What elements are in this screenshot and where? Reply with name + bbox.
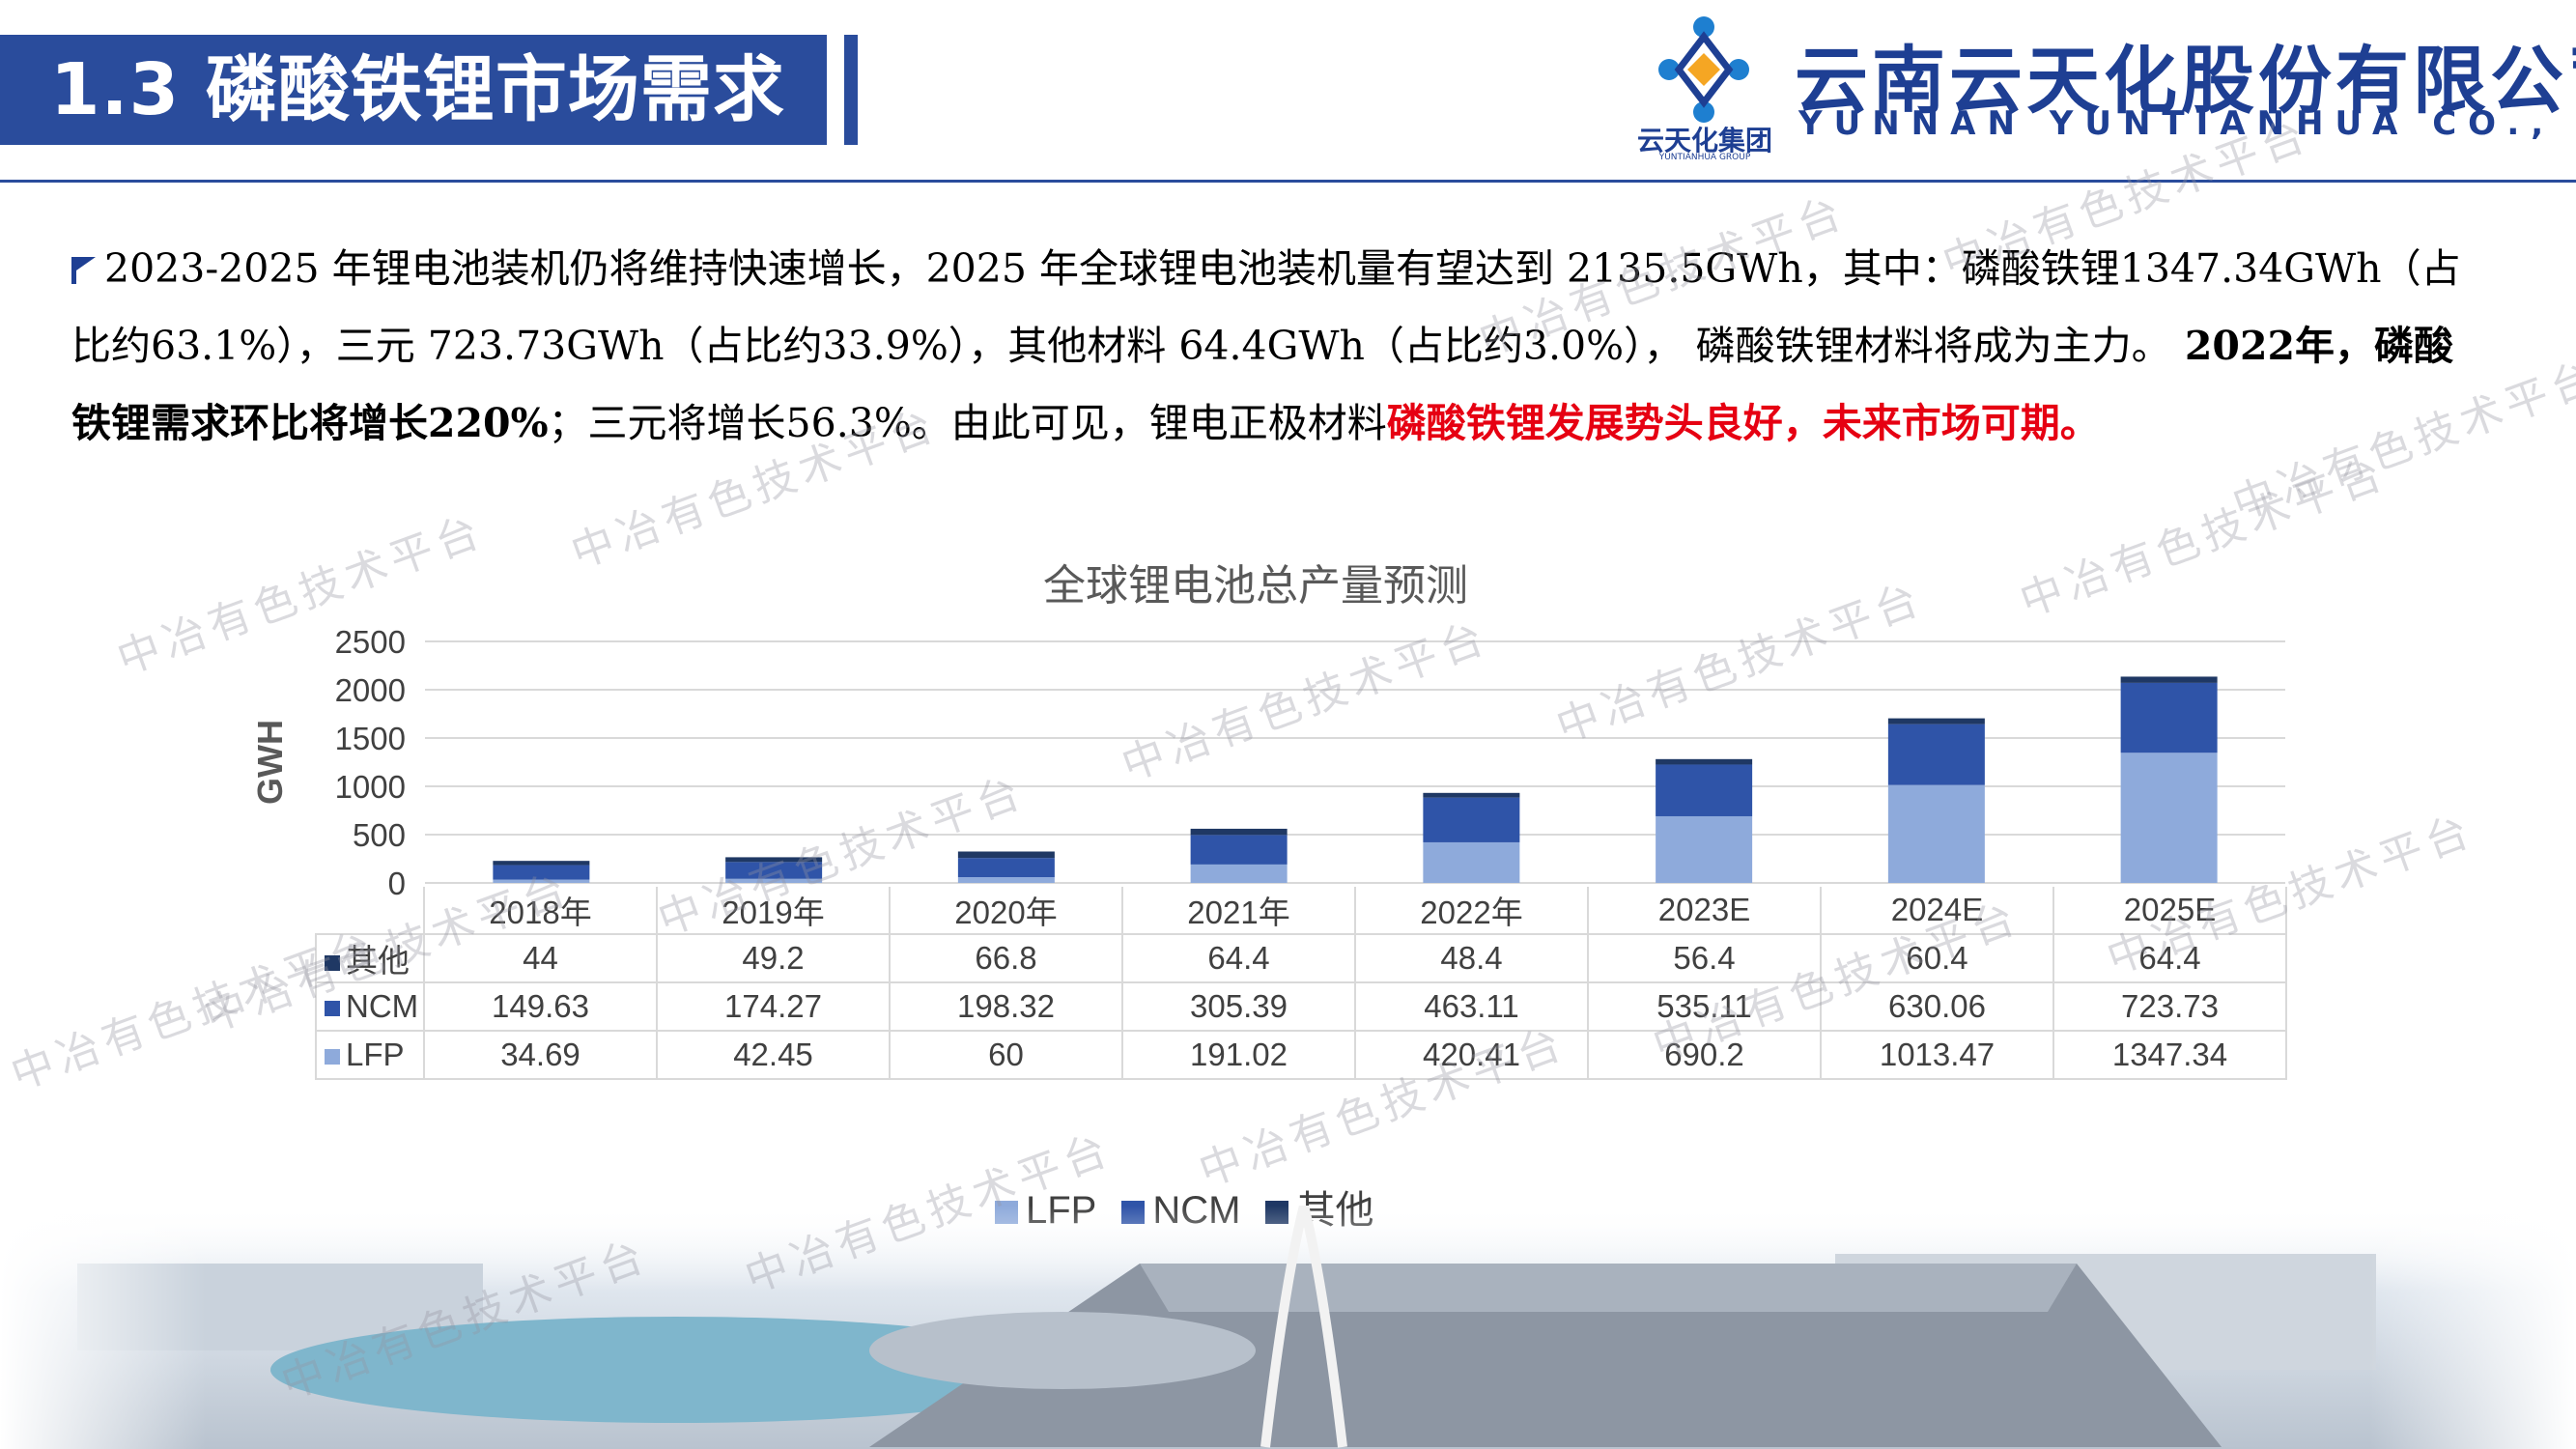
table-row: NCM 149.63 174.27 198.32 305.39 463.11 535.11 6… <box>315 981 2287 1032</box>
company-logo-icon <box>1658 16 1749 123</box>
y-tick-label: 2000 <box>335 672 406 708</box>
chart-data-table: 2018年 2019年 2020年 2021年 2022年 2023E 2024E 2025E… <box>315 887 2287 1080</box>
x-tick-label: 2023E <box>1587 887 1822 935</box>
legend-swatch-icon <box>325 955 340 972</box>
data-label: 535.11 <box>1587 981 1822 1032</box>
data-label: 48.4 <box>1354 933 1589 983</box>
y-tick-label: 1000 <box>335 769 406 805</box>
data-label: 463.11 <box>1354 981 1589 1032</box>
data-label: 305.39 <box>1121 981 1356 1032</box>
data-label: 198.32 <box>889 981 1123 1032</box>
table-row: LFP 34.69 42.45 60 191.02 420.41 690.2 1013.47 1… <box>315 1030 2287 1080</box>
data-label: 66.8 <box>889 933 1123 983</box>
data-label: 44 <box>423 933 658 983</box>
bar-lfp <box>1887 784 1985 883</box>
bar-其他 <box>493 861 590 866</box>
bar-其他 <box>957 851 1055 859</box>
series-label: NCM <box>315 981 425 1032</box>
bar-lfp <box>957 877 1055 883</box>
y-tick-label: 2500 <box>335 624 406 660</box>
series-label: 其他 <box>315 933 425 983</box>
bar-其他 <box>1190 828 1288 836</box>
company-name-en: YUNNAN YUNTIANHUA CO., LTD <box>1798 104 2576 143</box>
data-label: 49.2 <box>656 933 891 983</box>
bar-lfp <box>1190 864 1288 883</box>
data-label: 1013.47 <box>1820 1030 2054 1080</box>
y-tick-label: 0 <box>388 866 406 901</box>
series-name: LFP <box>346 1037 405 1072</box>
table-header-row: 2018年 2019年 2020年 2021年 2022年 2023E 2024E 2025E <box>316 887 2287 935</box>
bar-lfp <box>2120 753 2218 883</box>
data-label: 174.27 <box>656 981 891 1032</box>
company-name-cn: 云南云天化股份有限公司 <box>1795 38 2576 124</box>
x-tick-label: 2024E <box>1820 887 2054 935</box>
bar-ncm <box>957 858 1055 877</box>
paragraph-text: 2023-2025 年锂电池装机仍将维持快速增长，2025 年全球锂电池装机量有… <box>71 245 2461 369</box>
x-tick-label: 2025E <box>2052 887 2287 935</box>
bar-ncm <box>1423 797 1520 842</box>
data-label: 64.4 <box>2052 933 2287 983</box>
bar-其他 <box>725 857 823 863</box>
title-accent-bar <box>844 35 858 145</box>
data-label: 60.4 <box>1820 933 2054 983</box>
legend-swatch-icon <box>325 1001 340 1017</box>
bar-ncm <box>2120 682 2218 753</box>
x-tick-label: 2018年 <box>423 887 658 935</box>
chart-title: 全球锂电池总产量预测 <box>1043 561 1468 611</box>
series-name: 其他 <box>346 943 410 979</box>
bar-ncm <box>725 862 823 879</box>
data-label: 149.63 <box>423 981 658 1032</box>
y-tick-label: 500 <box>353 817 406 853</box>
legend-swatch-icon <box>325 1049 340 1065</box>
bar-其他 <box>1423 792 1520 798</box>
bar-lfp <box>1656 815 1753 883</box>
data-label: 42.45 <box>656 1030 891 1080</box>
bar-lfp <box>725 878 823 883</box>
data-label: 34.69 <box>423 1030 658 1080</box>
title-banner <box>0 35 827 145</box>
data-label: 1347.34 <box>2052 1030 2287 1080</box>
data-label: 191.02 <box>1121 1030 1356 1080</box>
logo-group-name: 云天化集团 <box>1636 125 1772 156</box>
bar-lfp <box>1423 841 1520 883</box>
data-label: 723.73 <box>2052 981 2287 1032</box>
bar-其他 <box>2120 676 2218 683</box>
y-axis-label: GWH <box>250 720 290 805</box>
bar-ncm <box>1656 764 1753 816</box>
bar-lfp <box>493 879 590 883</box>
data-label: 64.4 <box>1121 933 1356 983</box>
data-label: 420.41 <box>1354 1030 1589 1080</box>
series-label: LFP <box>315 1030 425 1080</box>
data-label: 690.2 <box>1587 1030 1822 1080</box>
bar-其他 <box>1656 758 1753 765</box>
x-tick-label: 2022年 <box>1354 887 1589 935</box>
x-tick-label: 2020年 <box>889 887 1123 935</box>
bar-ncm <box>493 865 590 880</box>
table-corner <box>316 887 424 934</box>
logo-group-name-en: YUNTIANHUA GROUP <box>1658 153 1751 162</box>
series-name: NCM <box>346 988 419 1024</box>
flag-bullet-icon <box>71 257 96 284</box>
x-tick-label: 2019年 <box>656 887 891 935</box>
summary-paragraph: 2023-2025 年锂电池装机仍将维持快速增长，2025 年全球锂电池装机量有… <box>71 230 2467 462</box>
paragraph-bold: 2022年，磷酸铁锂需求环比将增长220% <box>71 323 2453 446</box>
bar-ncm <box>1190 835 1288 865</box>
paragraph-text-2: ；三元将增长56.3%。由此可见，锂电正极材料 <box>548 400 1387 446</box>
bar-ncm <box>1887 724 1985 785</box>
page-title: 1.3 磷酸铁锂市场需求 <box>50 48 785 131</box>
y-tick-label: 1500 <box>335 721 406 756</box>
header-divider <box>0 180 2576 183</box>
data-label: 630.06 <box>1820 981 2054 1032</box>
data-label: 60 <box>889 1030 1123 1080</box>
data-label: 56.4 <box>1587 933 1822 983</box>
bar-其他 <box>1887 718 1985 724</box>
x-tick-label: 2021年 <box>1121 887 1356 935</box>
table-row: 其他 44 49.2 66.8 64.4 48.4 56.4 60.4 64.4 <box>315 933 2287 983</box>
paragraph-highlight: 磷酸铁锂发展势头良好，未来市场可期。 <box>1386 400 2100 446</box>
campus-photo-banner <box>0 1206 2576 1449</box>
